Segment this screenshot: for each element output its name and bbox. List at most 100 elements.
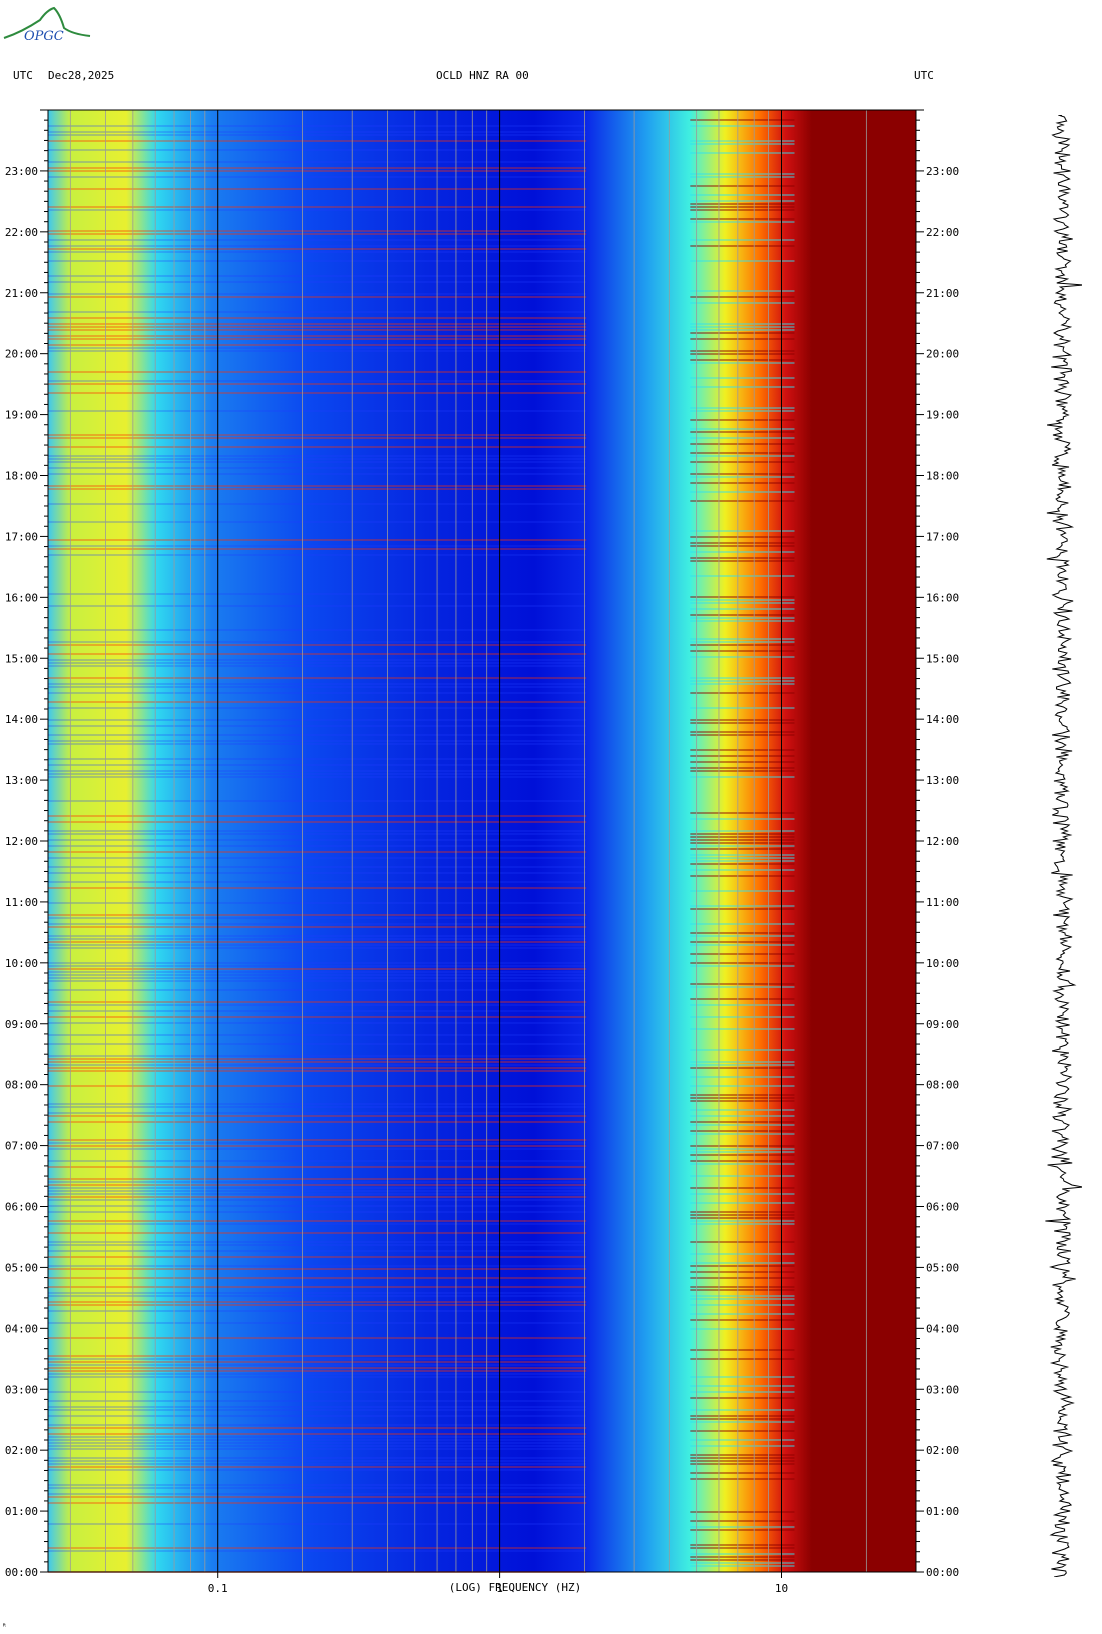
spectrogram-band — [690, 722, 795, 724]
spectrogram-band — [690, 1193, 795, 1195]
spectrogram-band — [690, 608, 795, 610]
spectrogram-band — [690, 1385, 795, 1387]
spectrogram-band — [690, 1130, 795, 1132]
spectrogram-band — [690, 1511, 795, 1513]
time-tick-label: 11:00 — [5, 896, 38, 909]
spectrogram-band — [690, 329, 795, 331]
spectrogram-band — [48, 1406, 587, 1408]
spectrogram-band — [48, 1199, 587, 1201]
spectrogram-band — [48, 866, 587, 868]
spectrogram-band — [48, 1286, 587, 1288]
spectrogram-band — [690, 1124, 795, 1126]
spectrogram-band — [48, 821, 587, 823]
spectrogram-band — [48, 161, 587, 163]
spectrogram-band — [690, 152, 795, 154]
spectrogram-band — [48, 653, 587, 655]
spectrogram-band — [690, 923, 795, 925]
spectrogram-band — [690, 1544, 795, 1546]
spectrogram-band — [48, 1193, 587, 1195]
spectrogram-band — [690, 731, 795, 733]
spectrogram-band — [690, 1028, 795, 1030]
spectrogram-band — [690, 302, 795, 304]
spectrogram-band — [690, 1556, 795, 1558]
time-tick-label: 12:00 — [926, 835, 959, 848]
spectrogram-band — [690, 1277, 795, 1279]
spectrogram-band — [690, 1391, 795, 1393]
spectrogram-band — [48, 467, 587, 469]
spectrogram-band — [48, 371, 587, 373]
spectrogram-band — [48, 167, 587, 169]
spectrogram-band — [690, 1430, 795, 1432]
spectrogram-band — [690, 1064, 795, 1066]
spectrogram-band — [48, 1301, 587, 1303]
spectrogram-band — [48, 923, 587, 925]
time-tick-label: 19:00 — [926, 409, 959, 422]
utc-label-right: UTC — [914, 69, 934, 82]
spectrogram-band — [48, 458, 587, 460]
date-label: Dec28,2025 — [48, 69, 115, 82]
spectrogram-band — [48, 311, 587, 313]
spectrogram-band — [690, 125, 795, 127]
spectrogram-band — [690, 209, 795, 211]
spectrogram-band — [690, 140, 795, 142]
spectrogram-band — [690, 836, 795, 838]
spectrogram-band — [48, 974, 587, 976]
spectrogram-band — [690, 644, 795, 646]
spectrogram-band — [48, 329, 587, 331]
time-tick-label: 15:00 — [926, 652, 959, 665]
spectrogram-band — [690, 935, 795, 937]
spectrogram-band — [690, 143, 795, 145]
spectrogram-band — [48, 1055, 587, 1057]
spectrogram-band — [690, 755, 795, 757]
spectrogram-band — [48, 1502, 587, 1504]
opgc-logo: OPGC — [2, 2, 92, 45]
spectrogram-band — [690, 986, 795, 988]
spectrogram-band — [690, 290, 795, 292]
spectrogram-band — [48, 740, 587, 742]
spectrogram-band — [690, 818, 795, 820]
spectrogram-band — [48, 872, 587, 874]
spectrogram-band — [48, 800, 587, 802]
spectrogram-band — [48, 1190, 587, 1192]
spectrogram-band — [690, 1154, 795, 1156]
time-tick-label: 22:00 — [5, 226, 38, 239]
spectrogram-band — [48, 1415, 587, 1417]
spectrogram-band — [690, 617, 795, 619]
spectrogram-band — [48, 1439, 587, 1441]
spectrogram-band — [48, 1256, 587, 1258]
spectrogram-band — [690, 1463, 795, 1465]
spectrogram-band — [48, 554, 587, 556]
spectrogram-band — [690, 1298, 795, 1300]
spectrogram-band — [690, 614, 795, 616]
spectrogram-band — [48, 344, 587, 346]
spectrogram-band — [48, 131, 587, 133]
spectrogram-band — [690, 1358, 795, 1360]
spectrogram-band — [48, 926, 587, 928]
spectrogram-band — [48, 1064, 587, 1066]
spectrogram-band — [48, 815, 587, 817]
spectrogram-band — [690, 842, 795, 844]
spectrogram-band — [690, 962, 795, 964]
spectrogram-band — [690, 1445, 795, 1447]
spectrogram-band — [690, 677, 795, 679]
spectrogram-band — [690, 1253, 795, 1255]
spectrogram-band — [48, 1295, 587, 1297]
spectrogram-band — [48, 938, 587, 940]
time-tick-label: 04:00 — [926, 1322, 959, 1335]
seismogram-path — [1045, 115, 1082, 1577]
spectrogram-band — [48, 1277, 587, 1279]
spectrogram-band — [48, 1460, 587, 1462]
spectrogram-band — [690, 839, 795, 841]
spectrogram-band — [690, 1265, 795, 1267]
time-tick-label: 21:00 — [926, 287, 959, 300]
spectrogram-band — [48, 455, 587, 457]
spectrogram-band — [690, 176, 795, 178]
spectrogram-band — [690, 332, 795, 334]
spectrogram-band — [48, 1034, 587, 1036]
spectrogram-band — [690, 1289, 795, 1291]
time-tick-label: 13:00 — [926, 774, 959, 787]
spectrogram-band — [48, 461, 587, 463]
spectrogram-band — [690, 1214, 795, 1216]
spectrogram-band — [48, 845, 587, 847]
spectrogram-band — [690, 875, 795, 877]
